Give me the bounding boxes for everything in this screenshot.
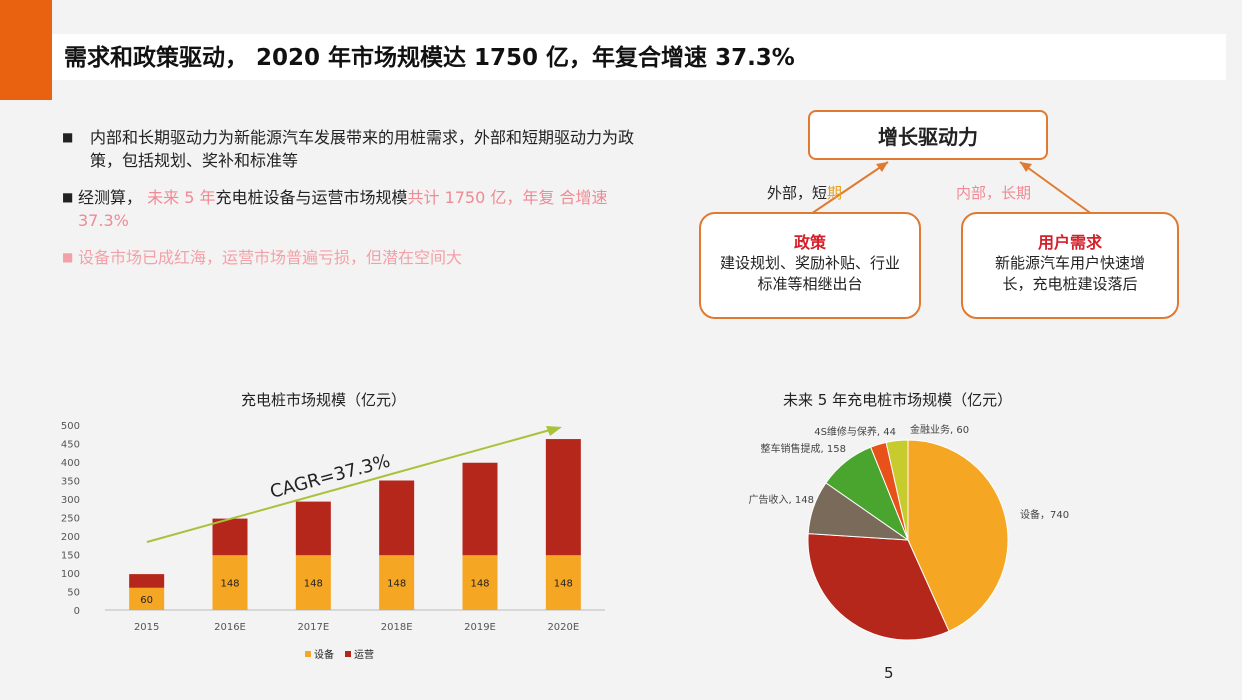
y-tick-label: 50 — [67, 588, 80, 599]
user-demand-card: 用户需求 新能源汽车用户快速增长，充电桩建设落后 — [961, 212, 1179, 319]
cagr-arrowhead — [546, 426, 562, 436]
pie-slice-label: 广告收入, 148 — [749, 493, 814, 506]
pie-slice-label: 设备，740 — [1020, 508, 1069, 521]
pie-slice-label: 整车销售提成, 158 — [761, 442, 846, 455]
bar-equipment — [545, 555, 581, 610]
page-number: 5 — [884, 664, 894, 682]
bar-operation — [295, 501, 331, 556]
slide-title: 需求和政策驱动， 2020 年市场规模达 1750 亿，年复合增速 37.3% — [64, 45, 795, 71]
bullet-item: ■ 经测算， 未来 5 年充电桩设备与运营市场规模共计 1750 亿，年复 合增… — [62, 186, 662, 232]
bullet-list: ■ 内部和长期驱动力为新能源汽车发展带来的用桩需求，外部和短期驱动力为政策，包括… — [62, 126, 662, 283]
y-tick-label: 100 — [61, 569, 80, 580]
pie-slice — [807, 533, 950, 641]
pie-chart-title: 未来 5 年充电桩市场规模（亿元） — [783, 391, 1013, 409]
left-arrow-label-main: 外部，短 — [767, 184, 828, 202]
bullet-text: 内部和长期驱动力为新能源汽车发展带来的用桩需求，外部和短期驱动力为政策，包括规划… — [90, 128, 635, 170]
pie-slice — [885, 439, 909, 541]
bar-equipment — [212, 555, 248, 610]
x-tick-label: 2018E — [381, 622, 413, 633]
bullet-marker: ■ — [62, 250, 74, 264]
cagr-annotation: CAGR=37.3% — [268, 451, 393, 503]
bar-operation — [462, 462, 498, 556]
right-arrowhead — [1020, 162, 1032, 172]
bar-equipment — [129, 587, 165, 610]
bar-operation — [379, 480, 415, 556]
bullet-text-mid: 充电桩设备与运营市场规模 — [215, 188, 408, 207]
x-tick-label: 2016E — [214, 622, 246, 633]
bullet-item: ■ 内部和长期驱动力为新能源汽车发展带来的用桩需求，外部和短期驱动力为政策，包括… — [62, 126, 662, 172]
bar-data-label: 60 — [140, 595, 153, 606]
bar-equipment — [295, 555, 331, 610]
pie-slice — [907, 439, 1009, 632]
accent-block — [0, 0, 52, 100]
legend-swatch — [345, 651, 351, 657]
legend-swatch — [305, 651, 311, 657]
bar-data-label: 148 — [220, 579, 239, 590]
user-demand-card-body: 新能源汽车用户快速增长，充电桩建设落后 — [994, 254, 1145, 293]
y-tick-label: 350 — [61, 477, 80, 488]
diagram-arrows — [801, 161, 1101, 221]
y-tick-label: 200 — [61, 532, 80, 543]
policy-card: 政策 建设规划、奖励补贴、行业标准等相继出台 — [699, 212, 921, 319]
bar-equipment — [462, 555, 498, 610]
bar-data-label: 148 — [470, 579, 489, 590]
growth-driver-box: 增长驱动力 — [808, 110, 1048, 160]
y-tick-label: 0 — [74, 606, 80, 617]
left-arrow-label-highlight: 期 — [827, 184, 843, 202]
bar-operation — [129, 574, 165, 588]
bar-chart: 0 50 100 150 200 250 300 350 400 450 500 60 2015 148 2… — [61, 421, 605, 661]
left-arrow — [801, 161, 889, 221]
left-arrow-label: 外部，短期 — [767, 182, 842, 203]
bar-chart-title: 充电桩市场规模（亿元） — [241, 391, 407, 409]
x-tick-label: 2015 — [134, 622, 159, 633]
bar-operation — [545, 439, 581, 556]
y-tick-label: 150 — [61, 551, 80, 562]
right-arrow — [1019, 161, 1101, 221]
title-bar — [52, 34, 1226, 80]
pie-slice-label: 金融业务, 60 — [910, 423, 969, 436]
right-arrow-label: 内部，长期 — [956, 184, 1032, 202]
x-tick-label: 2019E — [464, 622, 496, 633]
bullet-item: ■ 设备市场已成红海，运营市场普遍亏损，但潜在空间大 — [62, 246, 662, 269]
bullet-text-prefix: 经测算， — [78, 188, 143, 207]
x-tick-label: 2020E — [547, 622, 579, 633]
bullet-text-highlight: 未来 5 年 — [147, 188, 216, 207]
bar-operation — [212, 518, 248, 556]
bullet-text: 设备市场已成红海，运营市场普遍亏损，但潜在空间大 — [78, 248, 463, 267]
x-tick-label: 2017E — [297, 622, 329, 633]
pie-slice-label: 4S维修与保养, 44 — [814, 425, 896, 438]
cagr-trend-arrow — [146, 429, 551, 543]
y-tick-label: 450 — [61, 440, 80, 451]
y-tick-label: 250 — [61, 514, 80, 525]
y-tick-label: 500 — [61, 421, 80, 432]
bullet-text-highlight: 共计 1750 亿，年复 合增速 37.3% — [78, 188, 608, 230]
y-tick-label: 300 — [61, 495, 80, 506]
y-tick-label: 400 — [61, 458, 80, 469]
bar-data-label: 148 — [554, 579, 573, 590]
bar-equipment — [379, 555, 415, 610]
bullet-marker: ■ — [62, 190, 74, 204]
bar-data-label: 148 — [304, 579, 323, 590]
legend-label: 设备 — [314, 648, 334, 661]
pie-chart: 设备，740 广告收入, 148 整车销售提成, 158 4S维修与保养, 44 金融业… — [749, 423, 1069, 641]
policy-card-title: 政策 — [793, 233, 826, 252]
policy-card-body: 建设规划、奖励补贴、行业标准等相继出台 — [719, 254, 900, 293]
user-demand-card-title: 用户需求 — [1037, 233, 1102, 252]
left-arrowhead — [876, 162, 888, 172]
bar-data-label: 148 — [387, 579, 406, 590]
legend-label: 运营 — [354, 648, 374, 661]
bullet-marker: ■ — [62, 130, 74, 144]
